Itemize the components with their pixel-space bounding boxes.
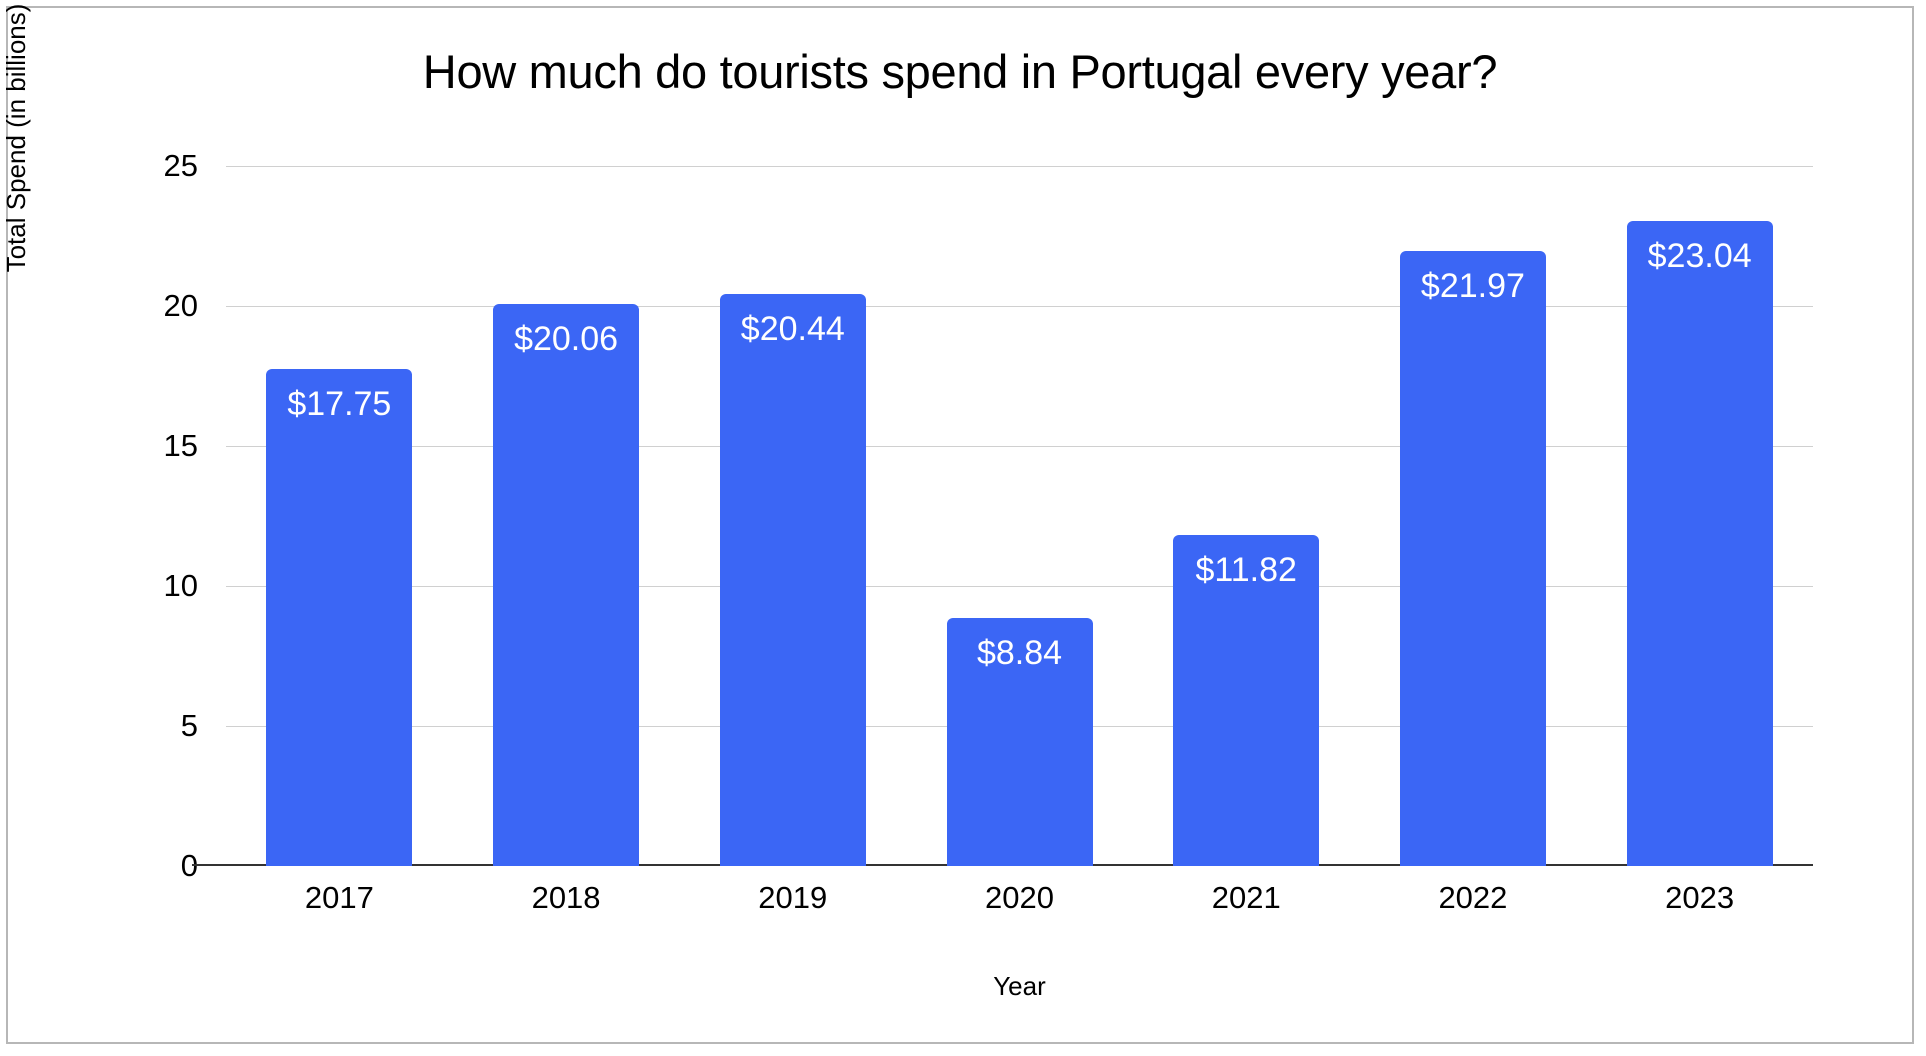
- bar[interactable]: $17.75: [266, 369, 413, 866]
- bar-value-label: $21.97: [1420, 266, 1525, 305]
- y-axis-tick-label: 10: [163, 568, 198, 603]
- bar-group: $17.75: [266, 166, 413, 866]
- bar[interactable]: $23.04: [1626, 220, 1773, 866]
- x-axis-tick-label: 2019: [758, 880, 828, 915]
- chart-title: How much do tourists spend in Portugal e…: [422, 45, 1498, 98]
- bar[interactable]: $11.82: [1173, 535, 1320, 866]
- x-axis-title: Year: [993, 971, 1046, 1001]
- y-axis-tick-label: 20: [163, 288, 198, 323]
- x-axis-tick-label: 2021: [1211, 880, 1281, 915]
- chart-container: How much do tourists spend in Portugal e…: [1, 4, 1914, 1044]
- y-axis-tick-label: 15: [163, 428, 198, 463]
- gridline: [226, 306, 1813, 307]
- x-axis-tick-label: 2022: [1438, 880, 1508, 915]
- bar[interactable]: $21.97: [1399, 250, 1546, 866]
- bar-group: $23.04: [1626, 166, 1773, 866]
- bar-value-label: $17.75: [287, 385, 392, 423]
- bar-group: $11.82: [1173, 166, 1320, 866]
- plot-area: $17.75 $20.06 $20.44 $8.84 $11.82 $21.97 $23.0…: [192, 166, 1813, 866]
- bar-value-label: $20.44: [740, 309, 845, 348]
- x-axis-tick-label: 2023: [1665, 880, 1735, 915]
- bar-value-label: $11.82: [1195, 551, 1297, 590]
- bar-value-label: $23.04: [1647, 236, 1752, 275]
- bar[interactable]: $8.84: [946, 618, 1093, 866]
- x-axis-tick-labels: 2017 2018 2019 2020 2021 2022 2023: [226, 880, 1813, 930]
- bar-group: $20.44: [719, 166, 866, 866]
- gridline: [226, 446, 1813, 447]
- bar-group: $20.06: [493, 166, 640, 866]
- bar[interactable]: $20.06: [493, 304, 640, 866]
- y-axis-tick-label: 5: [180, 708, 198, 743]
- y-axis-tick-labels: 0 5 10 15 20 25: [78, 148, 198, 883]
- bar-value-label: $20.06: [514, 320, 619, 359]
- y-axis-tick-label: 0: [180, 848, 198, 883]
- y-axis-title: Total Spend (in billions): [1, 3, 31, 273]
- bar-group: $8.84: [946, 166, 1093, 866]
- bar[interactable]: $20.44: [719, 293, 866, 866]
- gridline: [226, 586, 1813, 587]
- gridline: [226, 166, 1813, 167]
- bar-value-label: $8.84: [976, 634, 1063, 673]
- y-axis-tick-label: 25: [163, 148, 198, 183]
- x-axis-tick-label: 2020: [985, 880, 1054, 915]
- x-axis-tick-label: 2018: [531, 880, 601, 915]
- x-axis-tick-label: 2017: [304, 880, 374, 915]
- bar-group: $21.97: [1399, 166, 1546, 866]
